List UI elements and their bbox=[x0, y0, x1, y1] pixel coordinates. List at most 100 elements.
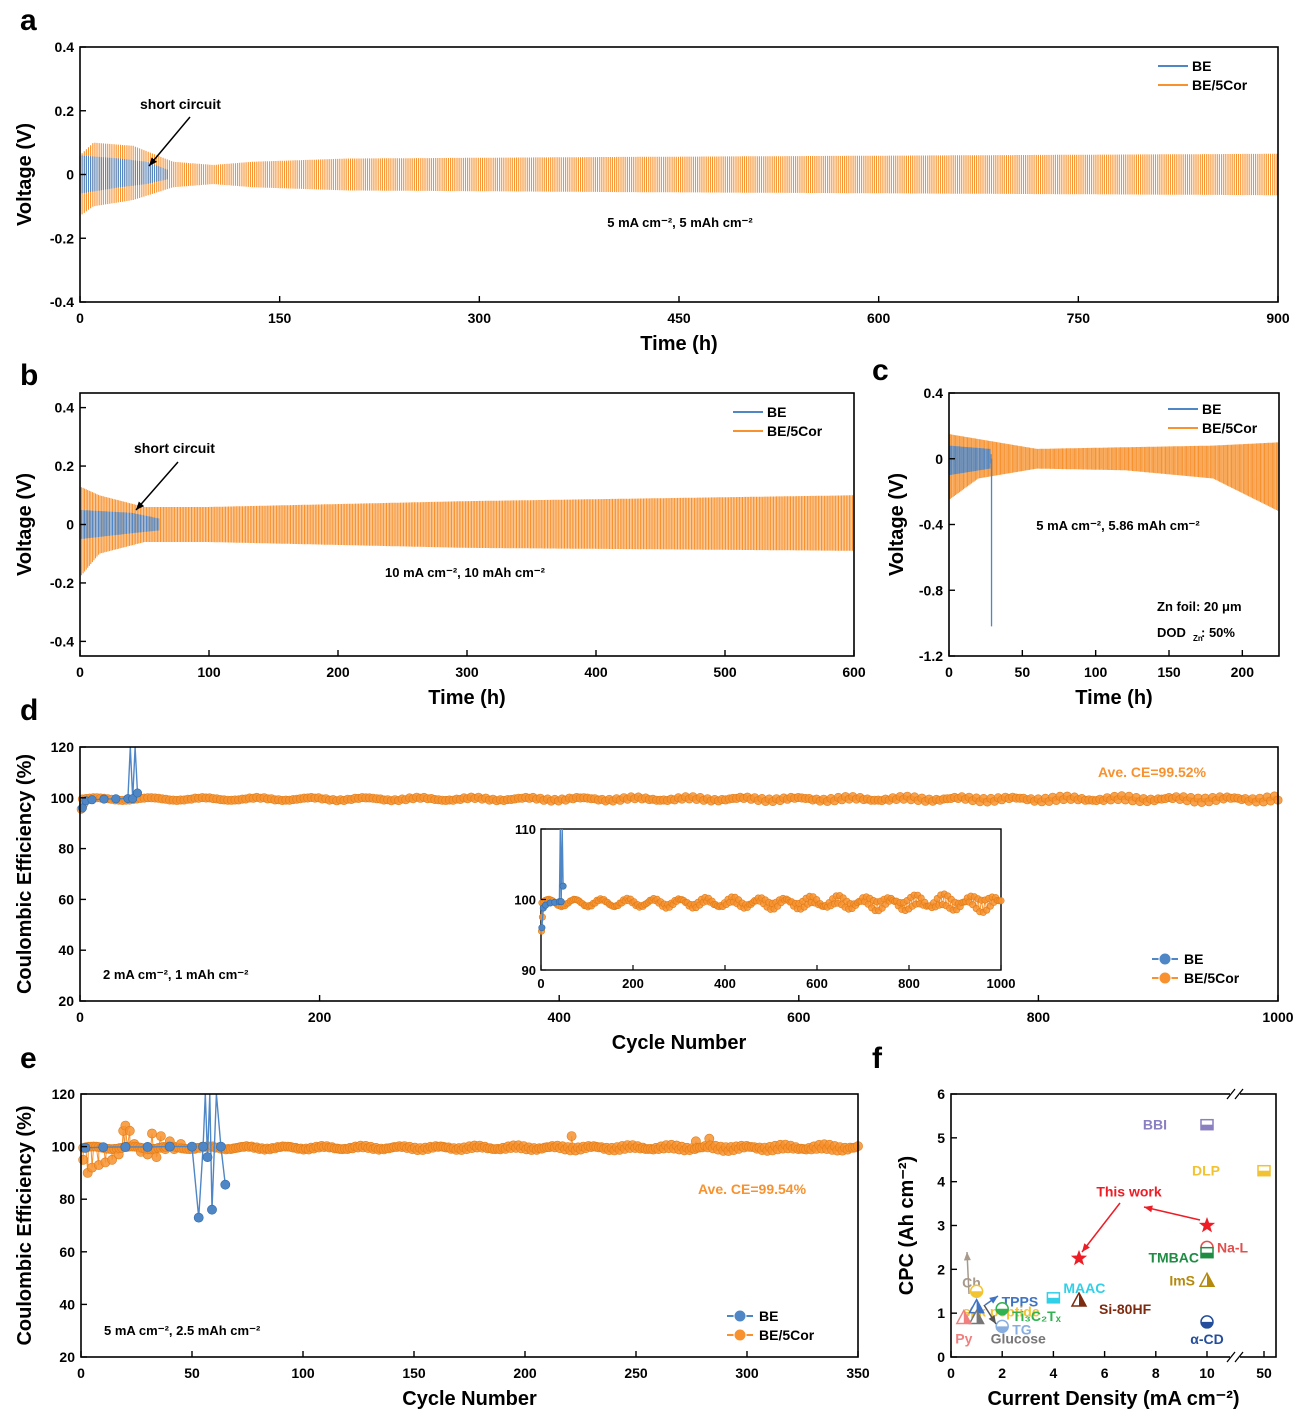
inset-y-tick-label: 90 bbox=[522, 963, 536, 978]
test-condition: 5 mA cm⁻², 5 mAh cm⁻² bbox=[607, 215, 753, 230]
panel-a: a 0 150 300 450 600 750 900 -0.4 -0.2 0 0.2 0.4 Time … bbox=[14, 4, 1290, 355]
series-be5cor bbox=[79, 486, 855, 578]
marker-silk-peptide-fill bbox=[970, 1291, 983, 1298]
legend-label: BE bbox=[1202, 401, 1221, 417]
x-tick-label: 0 bbox=[947, 1365, 955, 1381]
y-tick-label: -0.2 bbox=[50, 230, 74, 246]
arrow-head bbox=[963, 1252, 971, 1261]
x-tick-label: 50 bbox=[1256, 1365, 1272, 1381]
x-tick-label: 200 bbox=[326, 664, 350, 680]
marker-tpps-fill bbox=[976, 1299, 984, 1313]
data-point bbox=[559, 882, 567, 890]
average-ce: Ave. CE=99.52% bbox=[1098, 764, 1207, 780]
x-tick-label: 0 bbox=[77, 1365, 85, 1381]
legend-label: BE/5Cor bbox=[1192, 77, 1248, 93]
arrow-line bbox=[148, 116, 191, 167]
x-tick-label: 100 bbox=[197, 664, 221, 680]
marker-maac-fill bbox=[1047, 1297, 1060, 1303]
plot-frame bbox=[79, 746, 1279, 1002]
y-tick-label: 100 bbox=[51, 790, 75, 806]
y-tick-label: 40 bbox=[59, 1296, 75, 1312]
y-tick-label: -1.2 bbox=[919, 648, 943, 664]
average-ce: Ave. CE=99.54% bbox=[698, 1181, 807, 1197]
data-point bbox=[111, 794, 121, 804]
y-tick-label: -0.4 bbox=[50, 633, 74, 649]
panel-b: b 0 100 200 300 400 500 600 -0.4 -0.2 0 0.2 0.4 Time … bbox=[14, 359, 866, 709]
legend-marker bbox=[1158, 952, 1172, 966]
point-label: Glucose bbox=[991, 1331, 1046, 1347]
x-tick-label: 600 bbox=[842, 664, 866, 680]
data-point bbox=[538, 924, 546, 932]
x-tick-label: 8 bbox=[1152, 1365, 1160, 1381]
x-tick-label: 300 bbox=[735, 1365, 759, 1381]
axis-break-mark bbox=[1226, 1088, 1236, 1100]
axis-break-mark bbox=[1234, 1351, 1244, 1363]
point-label: TPPS bbox=[1002, 1294, 1039, 1310]
plot-frame bbox=[80, 1093, 859, 1358]
y-tick-label: 4 bbox=[937, 1174, 945, 1190]
axis-break-mark bbox=[1234, 1088, 1244, 1100]
inset-frame bbox=[540, 828, 1002, 971]
y-tick-label: 0.2 bbox=[55, 103, 75, 119]
point-label: TMBAC bbox=[1148, 1250, 1199, 1266]
point-label: α-CD bbox=[1190, 1331, 1224, 1347]
arrow-head bbox=[988, 1315, 996, 1324]
marker--cd-fill bbox=[1201, 1321, 1213, 1328]
y-tick-label: -0.4 bbox=[50, 294, 74, 310]
data-point bbox=[557, 898, 565, 906]
arrow-head bbox=[989, 1296, 998, 1304]
x-tick-label: 750 bbox=[1067, 310, 1091, 326]
x-tick-label: 100 bbox=[1084, 664, 1108, 680]
legend-label: BE/5Cor bbox=[767, 423, 823, 439]
x-axis-label: Time (h) bbox=[640, 333, 717, 355]
x-tick-label: 300 bbox=[455, 664, 479, 680]
zn-foil-note: Zn foil: 20 μm bbox=[1157, 599, 1242, 614]
series-be5cor bbox=[537, 890, 1005, 935]
x-tick-label: 50 bbox=[184, 1365, 200, 1381]
data-point bbox=[202, 1152, 213, 1162]
y-tick-label: 120 bbox=[52, 1086, 76, 1102]
data-point bbox=[99, 794, 109, 804]
data-point bbox=[147, 1128, 157, 1139]
arrow-line bbox=[1081, 1202, 1121, 1253]
x-axis-label: Current Density (mA cm⁻²) bbox=[987, 1388, 1239, 1410]
data-point bbox=[142, 1142, 153, 1152]
data-point bbox=[155, 1131, 166, 1141]
marker-ims-fill bbox=[1207, 1273, 1214, 1287]
x-tick-label: 400 bbox=[548, 1009, 572, 1025]
panel-f: f 0 2 4 6 8 10 50 0 1 2 3 4 5 6 Current Density (mA cm⁻… bbox=[872, 1042, 1277, 1410]
point-label: Ti₃C₂Tₓ bbox=[1012, 1308, 1062, 1324]
series-be5cor bbox=[76, 791, 1283, 814]
data-point bbox=[566, 1131, 577, 1141]
legend-label: BE bbox=[759, 1308, 778, 1324]
point-label: Py bbox=[955, 1331, 972, 1347]
x-tick-label: 0 bbox=[945, 664, 953, 680]
arrow-line bbox=[135, 461, 179, 511]
panel-label: f bbox=[872, 1042, 883, 1075]
x-tick-label: 300 bbox=[468, 310, 492, 326]
x-tick-label: 6 bbox=[1101, 1365, 1109, 1381]
data-point bbox=[164, 1141, 175, 1152]
x-tick-label: 10 bbox=[1199, 1365, 1215, 1381]
x-axis-label: Cycle Number bbox=[612, 1032, 747, 1054]
legend-label: BE bbox=[767, 404, 786, 420]
data-point bbox=[133, 788, 143, 798]
panel-e: e 0 50 100 150 200 250 300 350 20 40 60 80 100 120 Cycl… bbox=[14, 1042, 870, 1410]
y-axis-label: Coulombic Efficiency (%) bbox=[14, 1105, 36, 1345]
x-tick-label: 200 bbox=[513, 1365, 537, 1381]
data-point bbox=[151, 1152, 162, 1162]
legend-marker bbox=[733, 1309, 747, 1323]
point-label: This work bbox=[1096, 1183, 1162, 1199]
panel-c: c 0 50 100 150 200 -1.2 -0.8 -0.4 0 0.4 Time (h) Vol… bbox=[872, 354, 1280, 709]
dod-note: DOD bbox=[1157, 625, 1186, 640]
x-tick-label: 800 bbox=[1027, 1009, 1051, 1025]
y-axis-label: Voltage (V) bbox=[886, 473, 908, 576]
data-point bbox=[193, 1212, 204, 1223]
y-axis-label: Voltage (V) bbox=[14, 473, 36, 576]
marker-ti-c-t--fill bbox=[996, 1308, 1009, 1315]
y-axis-label: CPC (Ah cm⁻²) bbox=[896, 1156, 918, 1295]
panel-label: a bbox=[20, 4, 37, 37]
y-tick-label: 1 bbox=[937, 1305, 945, 1321]
arrow-head bbox=[1144, 1205, 1153, 1213]
